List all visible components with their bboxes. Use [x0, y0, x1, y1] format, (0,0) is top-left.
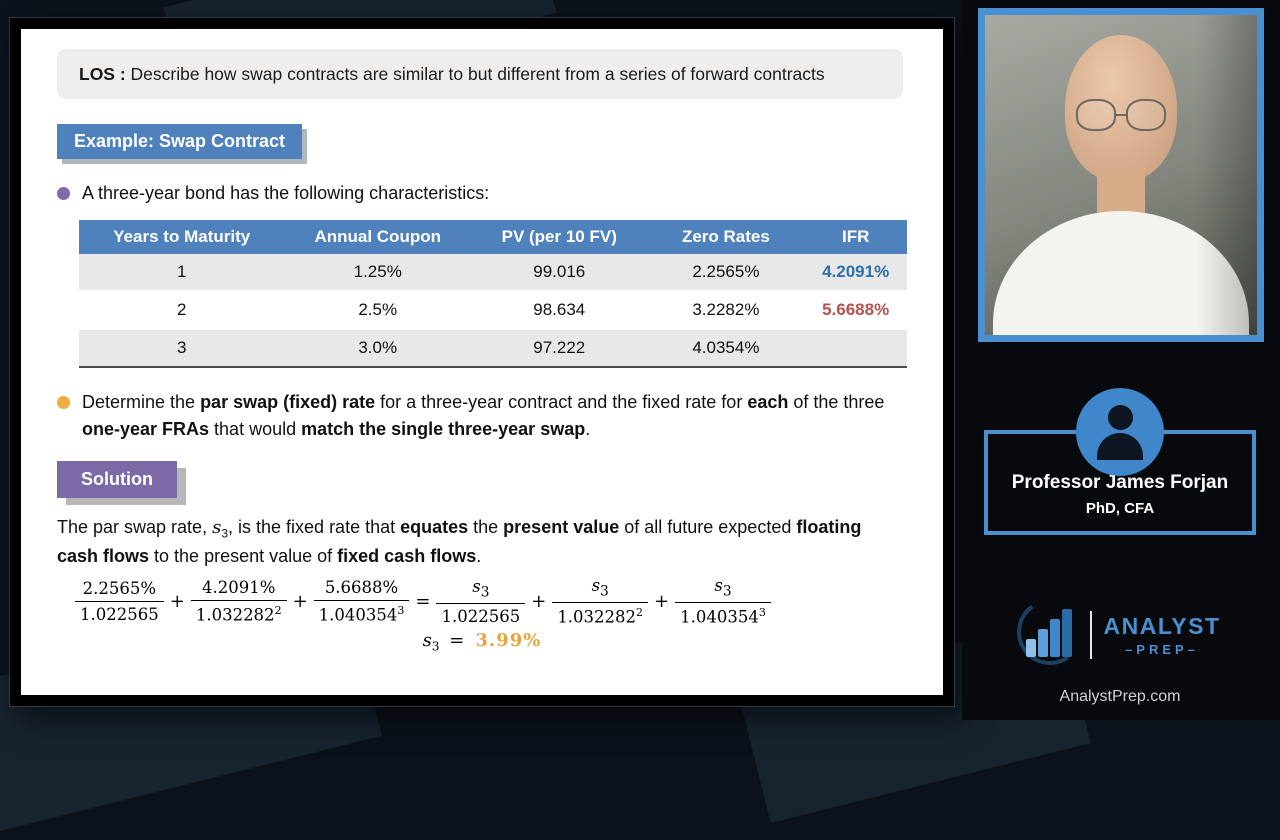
operator: + — [292, 590, 308, 612]
bullet-icon — [57, 187, 70, 201]
right-panel: Professor James Forjan PhD, CFA ANALYST … — [962, 0, 1280, 720]
equation: 2.2565% 1.022565 +4.2091% 1.0322822 +5.6688%… — [75, 576, 907, 627]
glasses — [1076, 99, 1166, 131]
table-cell — [804, 329, 907, 368]
bar-chart-logo-icon — [1011, 593, 1088, 671]
person-icon — [1076, 388, 1164, 476]
operator: + — [654, 590, 670, 612]
example-badge-label: Example: Swap Contract — [74, 131, 286, 152]
table-row: 3 3.0% 97.222 4.0354% — [79, 329, 907, 368]
video-shade — [1197, 15, 1257, 335]
los-text: LOS : Describe how swap contracts are si… — [79, 64, 825, 84]
table-cell: 2 — [176, 300, 187, 320]
solution-paragraph: The par swap rate, s3, is the fixed rate… — [57, 517, 862, 566]
site-url: AnalystPrep.com — [1059, 688, 1181, 705]
presenter-credentials: PhD, CFA — [1085, 500, 1155, 517]
bullet-characteristics: A three-year bond has the following char… — [57, 180, 907, 207]
column-header: Annual Coupon — [284, 220, 472, 255]
bullet-characteristics-text: A three-year bond has the following char… — [82, 183, 490, 204]
table-cell: 2.5% — [358, 300, 398, 320]
table-cell: 1.25% — [284, 254, 472, 292]
slide-frame: LOS : Describe how swap contracts are si… — [10, 18, 954, 706]
slide-content: LOS : Describe how swap contracts are si… — [21, 29, 943, 653]
bond-table: Years to Maturity Annual Coupon PV (per 10… — [79, 220, 907, 368]
column-header: IFR — [804, 220, 907, 255]
column-header: PV (per 10 FV) — [471, 220, 648, 255]
presenter-name: Professor James Forjan — [1011, 472, 1229, 493]
table-cell: 2.2565% — [647, 254, 805, 292]
logo-text-analyst: ANALYST — [1103, 613, 1221, 639]
column-header: Zero Rates — [647, 220, 805, 255]
bond-table-head-row: Years to Maturity Annual Coupon PV (per 10… — [79, 220, 907, 255]
fraction: s3 1.0403543 — [675, 576, 771, 627]
bullet-question-text: Determine the par swap (fixed) rate for … — [82, 392, 885, 440]
table-cell: 4.2091% — [804, 254, 907, 292]
logo-separator — [1089, 611, 1092, 659]
equation-result: s3 = 3.99% — [422, 629, 542, 654]
presenter-card: Professor James Forjan PhD, CFA — [984, 388, 1256, 535]
presenter-video — [978, 8, 1264, 342]
table-cell: 99.016 — [471, 254, 648, 292]
result-value: 3.99% — [475, 629, 542, 651]
fraction: 5.6688% 1.0403543 — [313, 578, 410, 625]
table-cell: 3.2282% — [692, 300, 760, 320]
presenter-neck — [1097, 167, 1145, 213]
bullet-question: Determine the par swap (fixed) rate for … — [57, 389, 907, 443]
bond-table-body: 1 1.25% 99.016 2.2565% 4.2091% 2 2.5% 98.634 3.2… — [79, 254, 907, 368]
table-cell: 1 — [79, 254, 285, 292]
operator: = — [415, 590, 431, 612]
table-cell: 98.634 — [533, 300, 586, 320]
fraction: s3 1.022565 — [436, 577, 526, 626]
operator: + — [169, 590, 185, 612]
example-badge: Example: Swap Contract — [57, 124, 303, 160]
column-header: Years to Maturity — [79, 220, 285, 255]
table-cell: 3 — [79, 329, 285, 368]
operator: + — [531, 590, 547, 612]
table-cell: 97.222 — [471, 329, 648, 368]
fraction: s3 1.0322822 — [552, 576, 649, 627]
solution-badge: Solution — [57, 461, 177, 499]
bullet-icon — [57, 396, 70, 410]
los-box: LOS : Describe how swap contracts are si… — [57, 49, 903, 100]
table-row: 1 1.25% 99.016 2.2565% 4.2091% — [79, 254, 907, 292]
table-cell: 4.0354% — [647, 329, 805, 368]
table-cell: 3.0% — [284, 329, 472, 368]
table-cell: 5.6688% — [822, 300, 890, 320]
logo-text-prep: –PREP– — [1125, 642, 1199, 657]
fraction: 4.2091% 1.0322822 — [190, 578, 287, 625]
analystprep-logo: ANALYST –PREP– — [984, 593, 1256, 671]
solution-badge-label: Solution — [81, 469, 153, 490]
table-row: 2 2.5% 98.634 3.2282% 5.6688% — [79, 291, 907, 330]
slide: LOS : Describe how swap contracts are si… — [21, 29, 943, 695]
fraction: 2.2565% 1.022565 — [75, 579, 164, 624]
